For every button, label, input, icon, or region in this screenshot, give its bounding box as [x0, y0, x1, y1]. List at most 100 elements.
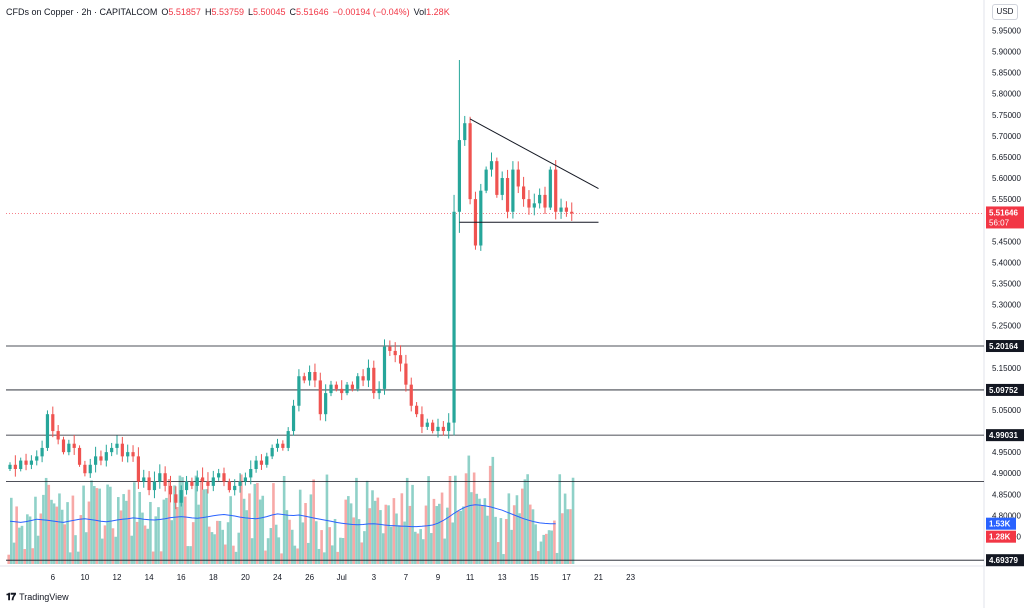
- close-label: C: [289, 7, 297, 17]
- volume-bar: [151, 551, 155, 564]
- candle-body: [420, 414, 424, 427]
- volume-bar: [569, 509, 572, 564]
- volume-bar: [470, 492, 473, 564]
- volume-bar: [229, 496, 232, 564]
- volume-bar: [376, 497, 380, 564]
- volume-bar: [103, 525, 107, 564]
- volume-bar: [141, 512, 144, 564]
- volume-bar: [341, 538, 345, 564]
- volume-bar: [400, 493, 404, 564]
- volume-bar: [416, 533, 420, 564]
- volume-bar: [296, 548, 299, 564]
- y-tick-label: 5.15000: [992, 364, 1021, 373]
- volume-bar: [133, 482, 136, 564]
- volume-bar: [68, 552, 72, 564]
- volume-bar: [100, 538, 104, 564]
- candle-body: [227, 481, 231, 491]
- chart-header: CFDs on Copper · 2h · CAPITALCOM O5.5185…: [6, 5, 450, 19]
- volume-label: Vol: [413, 7, 427, 17]
- volume-bar: [312, 479, 315, 564]
- volume-bar: [269, 528, 273, 564]
- candle-body: [356, 376, 360, 389]
- candle-body: [313, 372, 317, 381]
- volume-bar: [371, 490, 374, 564]
- volume-bar: [360, 542, 364, 564]
- volume-bar: [521, 488, 524, 564]
- volume-bar: [424, 505, 428, 564]
- level-price-tag: [986, 429, 1024, 442]
- volume-bar: [191, 522, 195, 564]
- volume-bar: [392, 498, 396, 564]
- volume-bar: [336, 551, 339, 564]
- candle-body: [19, 460, 23, 470]
- candle-body: [377, 388, 381, 394]
- volume-bar: [197, 504, 200, 564]
- x-tick-label: 17: [562, 573, 571, 582]
- volume-bar: [397, 525, 401, 564]
- volume-bar: [320, 530, 323, 564]
- candle-body: [334, 384, 338, 389]
- volume-bar: [387, 505, 390, 564]
- x-tick-label: 26: [305, 573, 314, 582]
- volume-bar: [523, 479, 527, 564]
- symbol-title[interactable]: CFDs on Copper · 2h · CAPITALCOM: [6, 7, 158, 17]
- candle-body: [388, 346, 392, 351]
- volume-bar: [331, 545, 334, 564]
- volume-bar: [119, 510, 123, 564]
- candle-body: [184, 481, 189, 491]
- volume-bar: [248, 493, 251, 564]
- volume-bar: [42, 494, 45, 564]
- volume-bar: [454, 475, 457, 564]
- volume-bar: [456, 510, 460, 564]
- volume-bar: [114, 536, 117, 564]
- footer-brand[interactable]: 𝟏𝟕 TradingView: [6, 590, 69, 604]
- candle-body: [77, 447, 82, 465]
- candle-body: [436, 426, 440, 432]
- y-tick-label: 5.05000: [992, 406, 1021, 415]
- candle-body: [201, 477, 205, 482]
- volume-ma-label: 1.53K: [989, 520, 1011, 529]
- volume-bar: [459, 510, 462, 564]
- volume-bar: [333, 518, 337, 564]
- volume-bar: [224, 544, 227, 564]
- volume-bar: [293, 545, 297, 564]
- candle-body: [479, 190, 483, 246]
- volume-bar: [435, 506, 438, 564]
- volume-bar: [534, 524, 537, 564]
- volume-bar: [178, 475, 182, 564]
- candle-body: [489, 161, 494, 170]
- candle-body: [447, 422, 451, 432]
- candle-body: [243, 477, 247, 482]
- candle-body: [452, 211, 456, 423]
- candle-body: [29, 460, 33, 465]
- candle-body: [522, 186, 526, 200]
- currency-selector[interactable]: USD: [992, 4, 1018, 20]
- level-price-tag: [986, 340, 1024, 353]
- candle-body: [13, 464, 17, 470]
- volume-bar: [242, 498, 246, 564]
- volume-value: 1.28K: [426, 7, 450, 17]
- volume-bar: [175, 507, 179, 564]
- candle-body: [361, 376, 365, 381]
- volume-bar: [357, 519, 361, 564]
- x-tick-label: 6: [51, 573, 56, 582]
- open-value: 5.51857: [168, 7, 201, 17]
- candle-body: [484, 169, 488, 191]
- candle-body: [206, 481, 210, 486]
- y-tick-label: 5.70000: [992, 132, 1021, 141]
- volume-last-label: 1.28K: [989, 533, 1011, 542]
- y-tick-label: 4.85000: [992, 490, 1021, 499]
- volume-bar: [539, 541, 543, 564]
- volume-bar: [563, 493, 567, 564]
- volume-last-tag: [986, 530, 1016, 543]
- volume-bar: [555, 552, 559, 564]
- candle-body: [115, 443, 119, 448]
- y-tick-label: 5.60000: [992, 174, 1021, 183]
- volume-bar: [451, 522, 455, 564]
- volume-bar: [47, 484, 51, 564]
- volume-bar: [79, 515, 83, 564]
- candle-body: [35, 456, 39, 461]
- last-price-label: 5.51646: [989, 208, 1018, 217]
